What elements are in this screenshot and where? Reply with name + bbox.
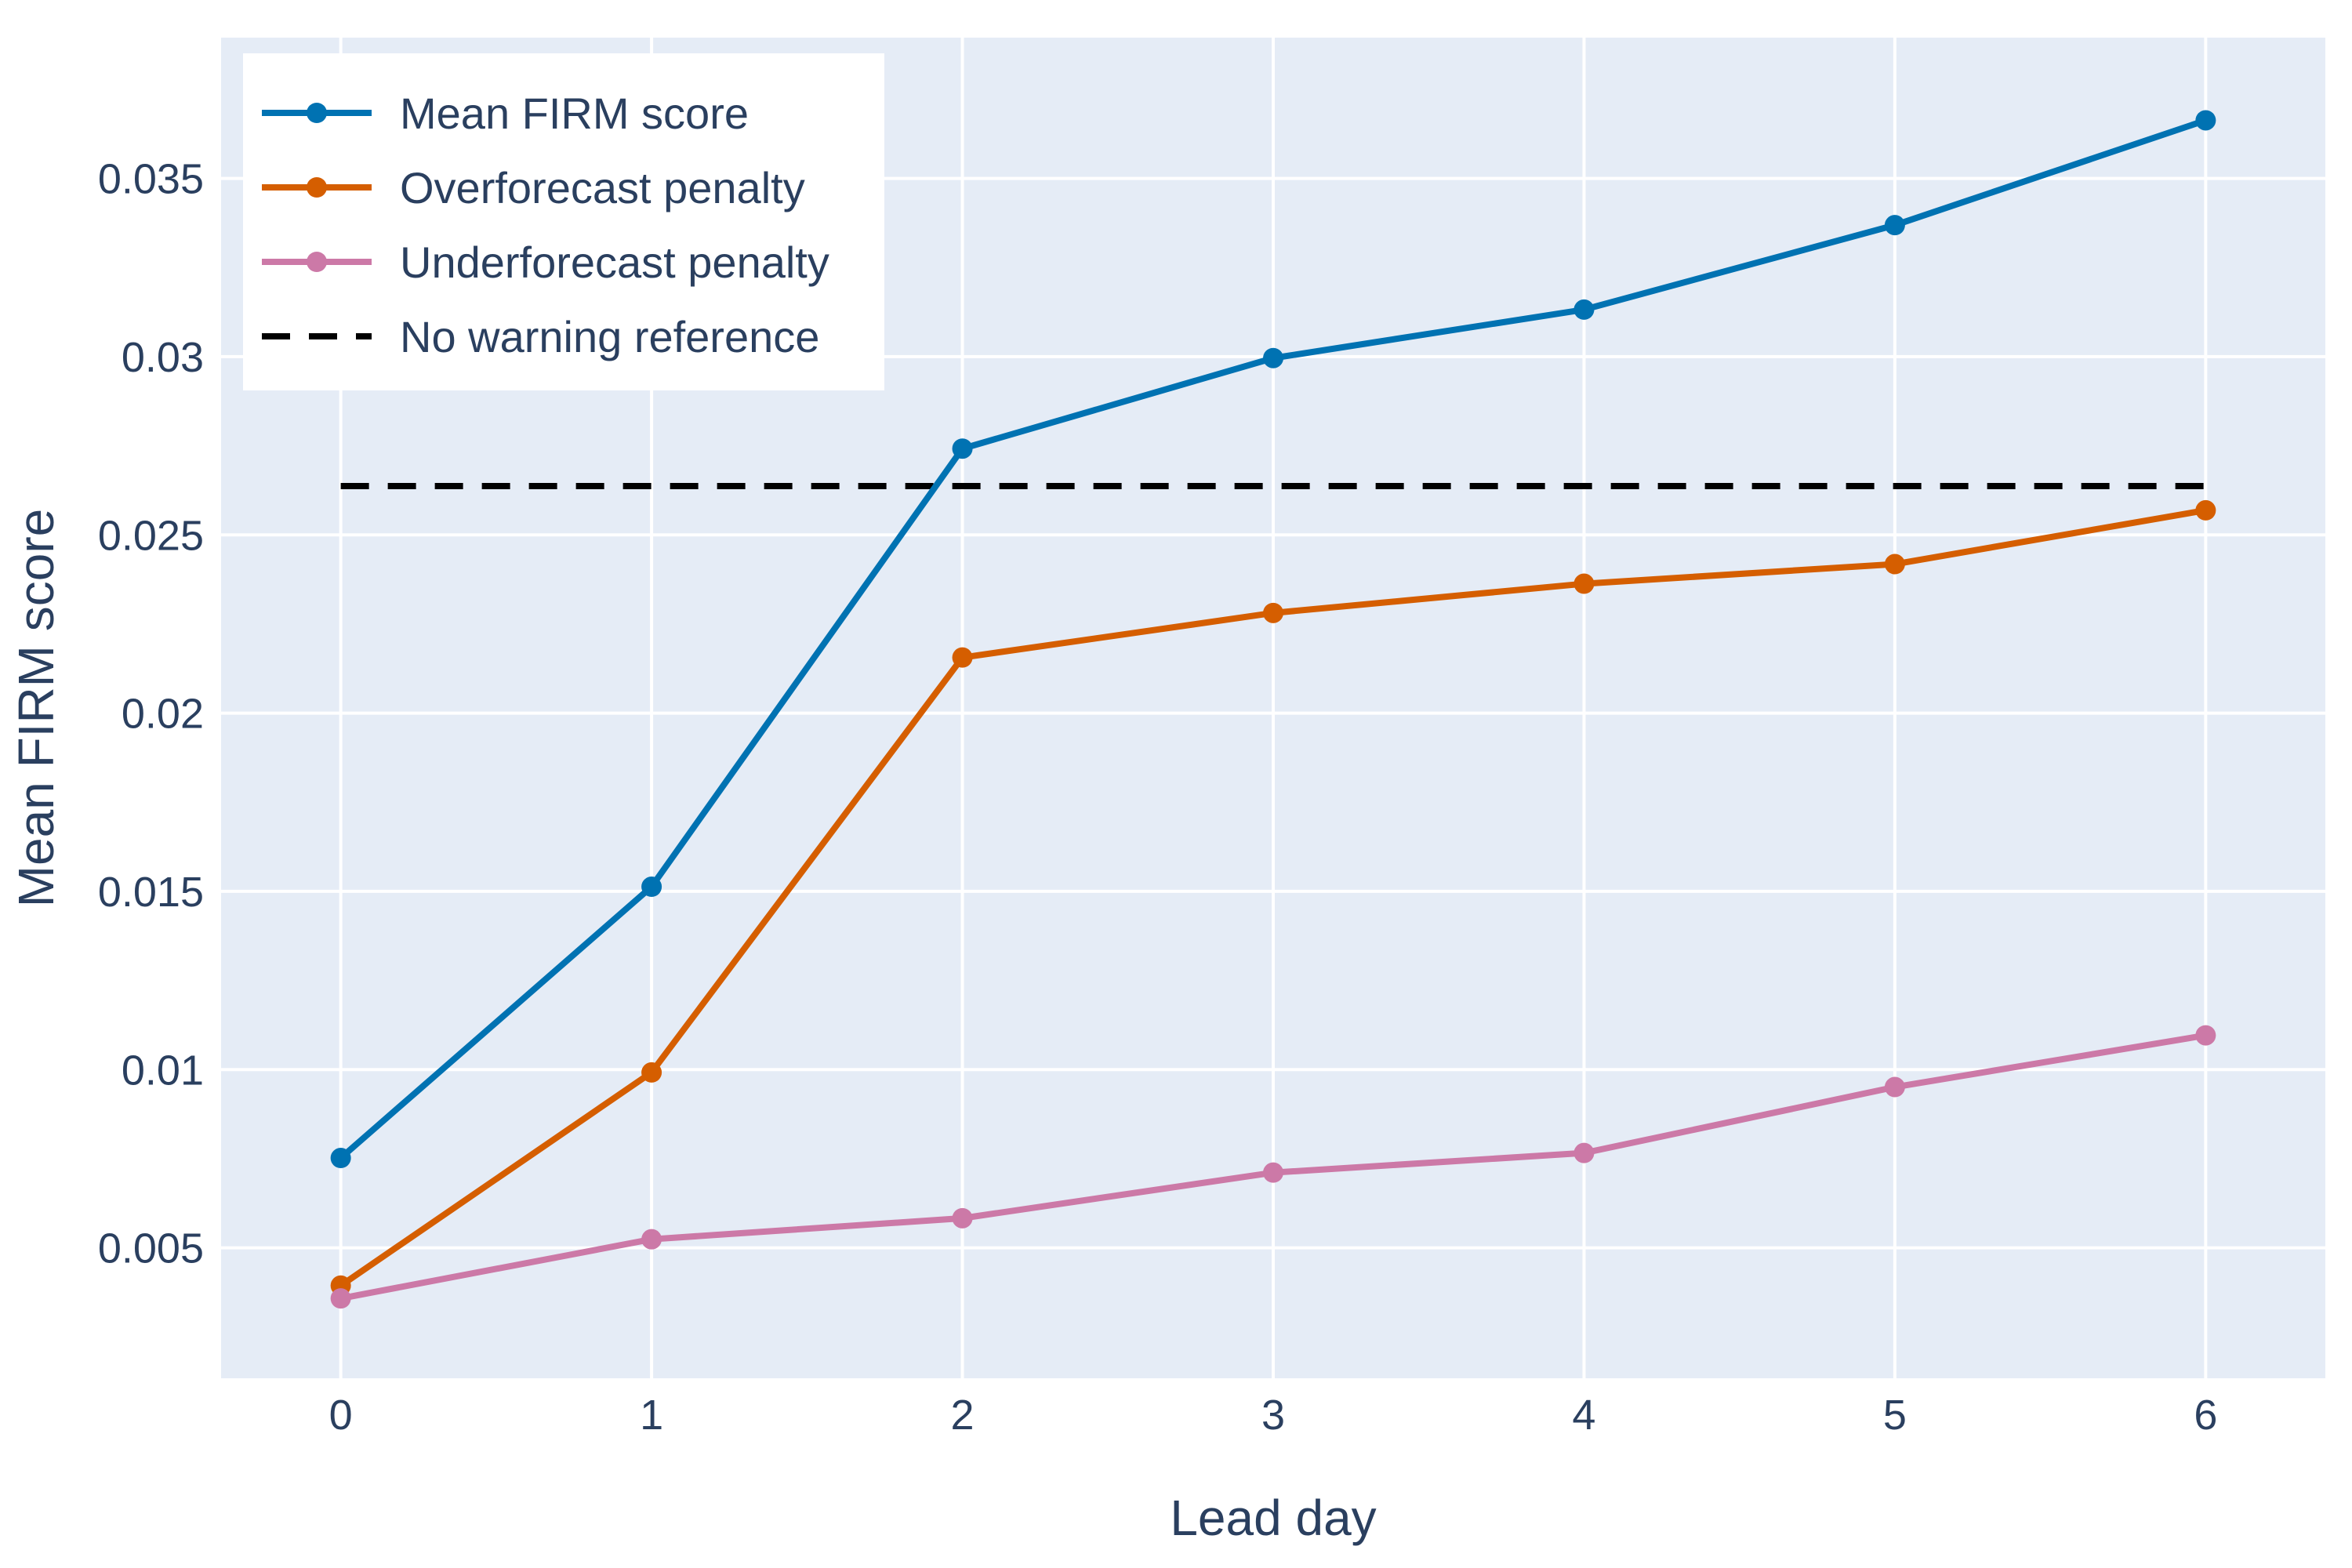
data-point: [641, 877, 662, 898]
y-tick-label: 0.03: [122, 334, 204, 381]
x-tick-label: 3: [1261, 1392, 1285, 1439]
data-point: [1573, 573, 1595, 594]
x-tick-label: 2: [951, 1392, 975, 1439]
y-axis-label: Mean FIRM score: [8, 509, 64, 908]
x-tick-label: 4: [1572, 1392, 1595, 1439]
data-point: [1263, 1162, 1283, 1183]
data-point: [1573, 1142, 1595, 1163]
y-tick-label: 0.035: [98, 156, 204, 203]
x-axis-label: Lead day: [1170, 1490, 1376, 1546]
x-tick-label: 0: [329, 1392, 353, 1439]
data-point: [1884, 554, 1905, 575]
data-point: [2195, 1025, 2216, 1046]
x-tick-label: 1: [640, 1392, 663, 1439]
legend-item[interactable]: Mean FIRM score: [262, 89, 749, 138]
legend-label: No warning reference: [400, 312, 819, 361]
x-axis-ticks: 0 1 2 3 4 5 6: [329, 1392, 2218, 1439]
data-point: [641, 1062, 662, 1083]
series-underforecast-penalty: [330, 1025, 2216, 1309]
legend-item[interactable]: Overforecast penalty: [262, 163, 805, 212]
legend-marker: [307, 103, 327, 123]
y-tick-label: 0.01: [122, 1047, 204, 1094]
series-layer: [330, 110, 2216, 1309]
data-point: [330, 1148, 351, 1169]
legend-box: [243, 53, 884, 390]
data-point: [1884, 1076, 1905, 1098]
y-axis-ticks: 0.005 0.01 0.015 0.02 0.025 0.03 0.035: [98, 156, 204, 1272]
y-tick-label: 0.02: [122, 691, 204, 738]
data-point: [2195, 110, 2216, 131]
data-point: [330, 1288, 351, 1309]
legend-label: Overforecast penalty: [400, 163, 805, 212]
legend-label: Underforecast penalty: [400, 238, 829, 287]
x-tick-label: 6: [2194, 1392, 2217, 1439]
data-point: [2195, 499, 2216, 521]
data-point: [952, 1207, 973, 1229]
legend-marker: [307, 252, 327, 272]
data-point: [952, 438, 973, 459]
y-tick-label: 0.025: [98, 512, 204, 559]
y-tick-label: 0.005: [98, 1225, 204, 1272]
legend[interactable]: Mean FIRM score Overforecast penalty Under…: [243, 53, 884, 390]
legend-marker: [307, 177, 327, 198]
data-point: [1573, 299, 1595, 320]
data-point: [1263, 347, 1283, 368]
x-tick-label: 5: [1883, 1392, 1907, 1439]
data-point: [952, 647, 973, 668]
legend-item[interactable]: Underforecast penalty: [262, 238, 829, 287]
data-point: [641, 1229, 662, 1250]
data-point: [1884, 215, 1905, 236]
legend-item[interactable]: No warning reference: [262, 312, 819, 361]
grid-lines: [221, 38, 2325, 1378]
data-point: [1263, 602, 1283, 623]
y-tick-label: 0.015: [98, 869, 204, 916]
legend-label: Mean FIRM score: [400, 89, 749, 138]
series-mean-firm-score: [330, 110, 2216, 1169]
series-overforecast-penalty: [330, 499, 2216, 1296]
